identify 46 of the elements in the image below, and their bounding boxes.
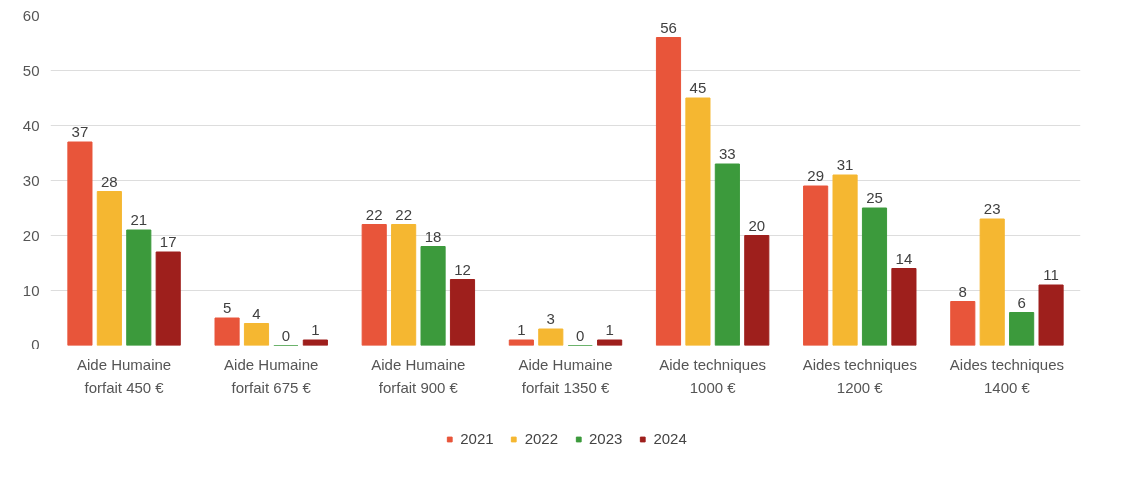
legend-label: 2022	[524, 430, 558, 447]
data-label: 56	[660, 18, 677, 36]
data-label: 1	[311, 321, 320, 338]
x-tick-label: Aide Humaine forfait 900 €	[371, 355, 466, 397]
data-label: 17	[159, 233, 177, 250]
x-tick-label: Aides techniques 1400 €	[949, 355, 1065, 397]
y-tick-label: 10	[22, 281, 40, 299]
data-label: 22	[365, 205, 383, 223]
data-label: 21	[130, 211, 148, 228]
data-label: 25	[866, 189, 883, 206]
y-tick-label: 40	[22, 116, 40, 134]
data-label: 11	[1043, 266, 1059, 283]
data-label: 18	[424, 227, 442, 245]
data-label: 3	[546, 310, 555, 327]
data-label: 4	[252, 304, 261, 322]
data-label: 14	[895, 249, 913, 267]
legend-label: 2021	[460, 430, 494, 447]
x-tick-label: Aide Humaine forfait 675 €	[224, 355, 319, 397]
data-label: 5	[222, 299, 232, 316]
y-tick-label: 60	[22, 6, 40, 24]
y-tick-label: 0	[31, 335, 40, 353]
legend-label: 2023	[589, 430, 623, 447]
data-label: 0	[576, 326, 585, 344]
data-label: 31	[836, 156, 854, 173]
data-label: 6	[1017, 293, 1026, 311]
data-label: 22	[395, 205, 412, 223]
data-label: 0	[281, 326, 291, 344]
data-label: 45	[689, 79, 707, 96]
data-label: 28	[101, 172, 118, 190]
data-label: 1	[605, 321, 614, 338]
legend-label: 2024	[653, 430, 687, 447]
data-label: 12	[454, 260, 471, 278]
data-label: 20	[748, 216, 766, 234]
data-label: 8	[958, 282, 967, 300]
data-label: 33	[719, 145, 736, 162]
data-label: 1	[517, 321, 526, 338]
x-tick-label: Aides techniques 1200 €	[802, 355, 917, 397]
data-label: 37	[71, 123, 89, 140]
y-tick-label: 20	[22, 226, 40, 244]
y-tick-label: 30	[22, 171, 40, 189]
x-tick-label: Aide techniques 1000 €	[659, 355, 767, 397]
data-label: 23	[983, 200, 1001, 217]
x-tick-label: Aide Humaine forfait 450 €	[76, 355, 172, 397]
x-tick-label: Aide Humaine forfait 1350 €	[518, 355, 613, 397]
data-label: 29	[807, 167, 824, 184]
y-tick-label: 50	[22, 61, 40, 79]
